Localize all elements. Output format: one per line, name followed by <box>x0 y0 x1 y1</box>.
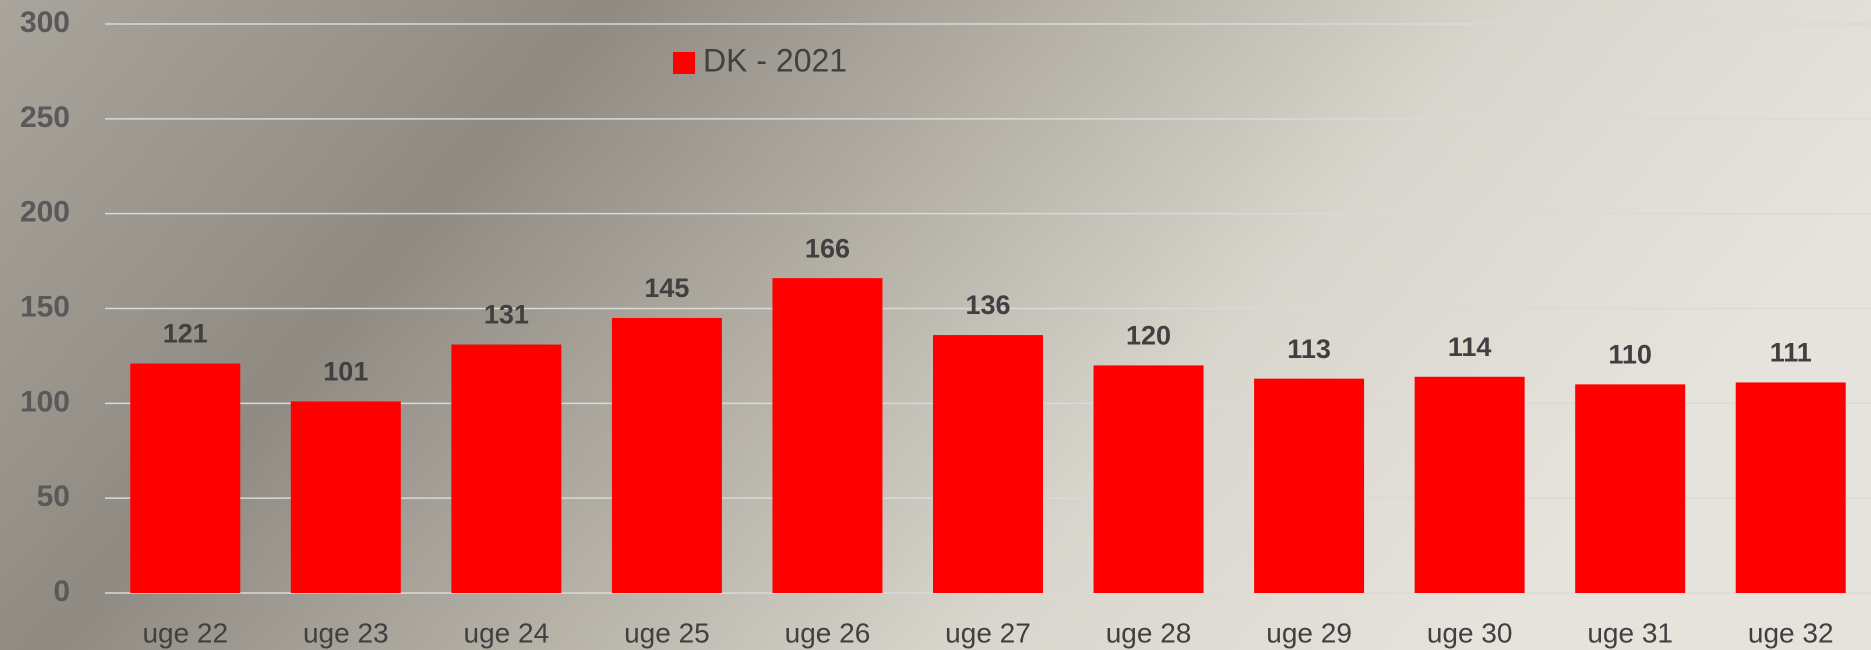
y-tick-label: 50 <box>37 480 70 513</box>
x-tick-label: uge 29 <box>1266 617 1352 648</box>
bar <box>1736 382 1846 593</box>
bar <box>1415 377 1525 593</box>
bar <box>130 364 240 593</box>
bar <box>612 318 722 593</box>
bar <box>291 401 401 593</box>
value-label: 111 <box>1770 338 1812 368</box>
y-tick-label: 250 <box>20 101 70 134</box>
x-tick-label: uge 31 <box>1587 617 1673 648</box>
chart: 0 50 100 150 200 250 300 uge 22 uge 23 uge 24 uge … <box>0 0 1871 650</box>
value-label: 113 <box>1287 334 1331 364</box>
bar <box>772 278 882 593</box>
x-tick-label: uge 32 <box>1748 617 1834 648</box>
legend-swatch <box>673 52 695 74</box>
value-label: 101 <box>323 357 368 387</box>
y-tick-label: 0 <box>53 575 70 608</box>
y-tick-label: 200 <box>20 196 70 229</box>
value-label: 110 <box>1608 339 1652 369</box>
bar <box>451 345 561 593</box>
y-tick-label: 150 <box>20 290 70 323</box>
y-tick-label: 300 <box>20 6 70 39</box>
value-label: 136 <box>965 290 1010 320</box>
bar <box>1575 384 1685 593</box>
y-tick-label: 100 <box>20 385 70 418</box>
value-label: 121 <box>163 319 208 349</box>
value-label: 120 <box>1126 321 1171 351</box>
x-tick-label: uge 24 <box>464 617 550 648</box>
x-tick-label: uge 23 <box>303 617 389 648</box>
x-tick-label: uge 25 <box>624 617 710 648</box>
value-label: 166 <box>805 233 850 263</box>
value-label: 131 <box>484 300 529 330</box>
value-label: 114 <box>1448 332 1492 362</box>
x-tick-label: uge 26 <box>785 617 871 648</box>
value-label: 145 <box>644 273 689 303</box>
x-tick-label: uge 27 <box>945 617 1031 648</box>
x-tick-label: uge 22 <box>142 617 228 648</box>
x-tick-label: uge 30 <box>1427 617 1513 648</box>
bar <box>1094 365 1204 593</box>
bar <box>1254 379 1364 593</box>
legend-label: DK - 2021 <box>703 42 847 78</box>
x-tick-label: uge 28 <box>1106 617 1192 648</box>
bar <box>933 335 1043 593</box>
